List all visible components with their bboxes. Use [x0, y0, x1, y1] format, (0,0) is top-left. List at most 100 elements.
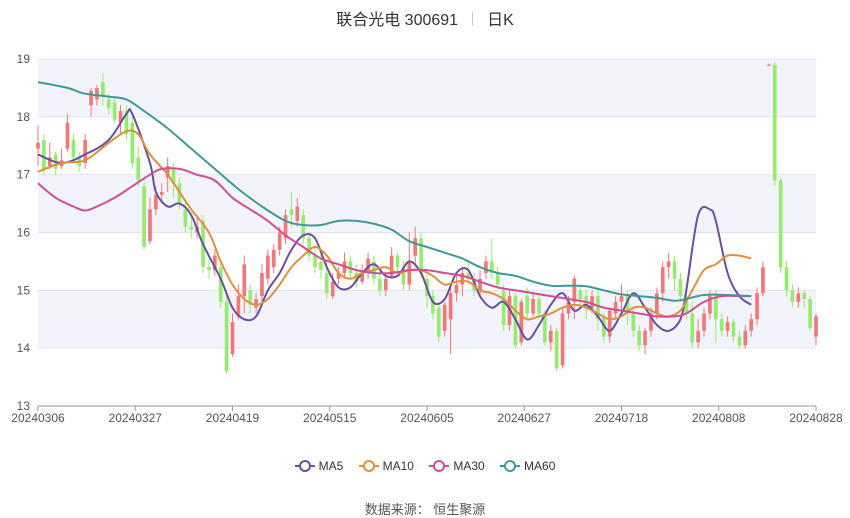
candle-117	[725, 316, 730, 337]
candle-body	[490, 261, 494, 273]
x-tick-label-5: 20240627	[498, 411, 552, 425]
candle-75	[478, 270, 482, 297]
legend-item-ma30[interactable]: MA30	[429, 459, 485, 473]
candle-body	[814, 316, 818, 337]
candle-99	[619, 284, 624, 314]
candle-body	[407, 261, 412, 285]
candle-body	[383, 278, 388, 291]
candle-body	[554, 330, 559, 369]
candle-body	[719, 319, 724, 331]
candle-107	[666, 252, 671, 279]
y-tick-label-3: 16	[17, 226, 31, 240]
candle-88	[554, 327, 559, 372]
candle-body	[596, 296, 600, 320]
candle-92	[578, 284, 583, 308]
candle-body	[684, 296, 689, 314]
candle-body	[401, 267, 406, 285]
x-tick-label-1: 20240327	[109, 411, 163, 425]
x-tick-label-3: 20240515	[303, 411, 357, 425]
candle-body	[690, 313, 695, 343]
candle-body	[95, 87, 99, 100]
candle-body	[607, 310, 612, 337]
legend-item-ma5[interactable]: MA5	[294, 459, 344, 473]
candle-body	[737, 336, 742, 346]
candle-body	[531, 299, 535, 314]
legend-item-ma10[interactable]: MA10	[358, 459, 414, 473]
candle-124	[767, 63, 771, 66]
candle-body	[702, 313, 706, 331]
candle-body	[224, 301, 229, 372]
candle-body	[436, 307, 441, 337]
candle-body	[649, 313, 653, 331]
candle-body	[808, 299, 812, 328]
candle-body	[165, 165, 170, 178]
candle-body	[672, 261, 677, 279]
candle-body	[230, 322, 235, 354]
candle-97	[607, 307, 612, 343]
candle-body	[148, 209, 152, 242]
candle-body	[778, 180, 783, 268]
candle-body	[796, 293, 801, 302]
candle-body	[71, 139, 76, 158]
candle-body	[743, 330, 748, 346]
candle-body	[519, 301, 524, 343]
candle-91	[572, 275, 577, 320]
candle-121	[749, 313, 753, 337]
candle-15	[124, 105, 129, 140]
candle-39	[266, 249, 270, 285]
candle-body	[324, 272, 329, 294]
y-tick-label-5: 18	[17, 110, 31, 124]
candle-body	[725, 322, 730, 331]
candle-109	[678, 272, 683, 302]
candle-108	[672, 255, 677, 291]
candle-body	[660, 267, 665, 294]
candle-98	[613, 296, 618, 320]
candle-21	[159, 183, 164, 204]
period-tab[interactable]: 日K	[487, 12, 514, 29]
x-tick-label-7: 20240808	[692, 411, 746, 425]
candle-body	[171, 168, 176, 184]
candle-body	[89, 90, 93, 106]
legend-marker-ma60	[500, 460, 521, 472]
moving-average-lines	[37, 81, 752, 341]
candle-body	[112, 102, 117, 120]
candle-body	[283, 215, 288, 239]
legend-label-ma5: MA5	[318, 459, 344, 473]
candle-79	[501, 284, 506, 331]
candle-body	[154, 194, 158, 210]
candle-68	[436, 301, 441, 343]
candle-106	[660, 261, 665, 302]
x-tick-label-2: 20240419	[206, 411, 260, 425]
candle-14	[118, 105, 123, 135]
candle-67	[431, 290, 435, 320]
candle-100	[625, 290, 630, 326]
title-text: 联合光电 300691	[336, 12, 459, 29]
legend: MA5 MA10 MA30 MA60	[0, 459, 850, 473]
candle-42	[283, 209, 288, 245]
candle-body	[378, 278, 382, 291]
candle-body	[784, 267, 789, 291]
candle-body	[419, 238, 423, 273]
candle-body	[142, 186, 146, 247]
candle-body	[484, 261, 488, 273]
candle-0	[36, 125, 40, 166]
candle-body	[242, 264, 247, 297]
candle-body	[631, 313, 636, 331]
candle-45	[301, 209, 306, 245]
candle-44	[295, 197, 300, 227]
candle-38	[260, 264, 264, 302]
candle-body	[65, 122, 70, 149]
legend-marker-ma5	[294, 460, 315, 472]
candle-34	[236, 284, 241, 320]
legend-marker-ma30	[429, 460, 450, 472]
candle-body	[548, 330, 553, 343]
candle-body	[790, 290, 795, 302]
candle-body	[454, 284, 459, 294]
candle-126	[778, 177, 783, 273]
candle-body	[525, 296, 530, 314]
candle-body	[466, 272, 471, 279]
candle-body	[655, 293, 659, 314]
legend-item-ma60[interactable]: MA60	[500, 459, 555, 473]
candle-body	[295, 206, 300, 221]
candle-body	[772, 64, 777, 181]
